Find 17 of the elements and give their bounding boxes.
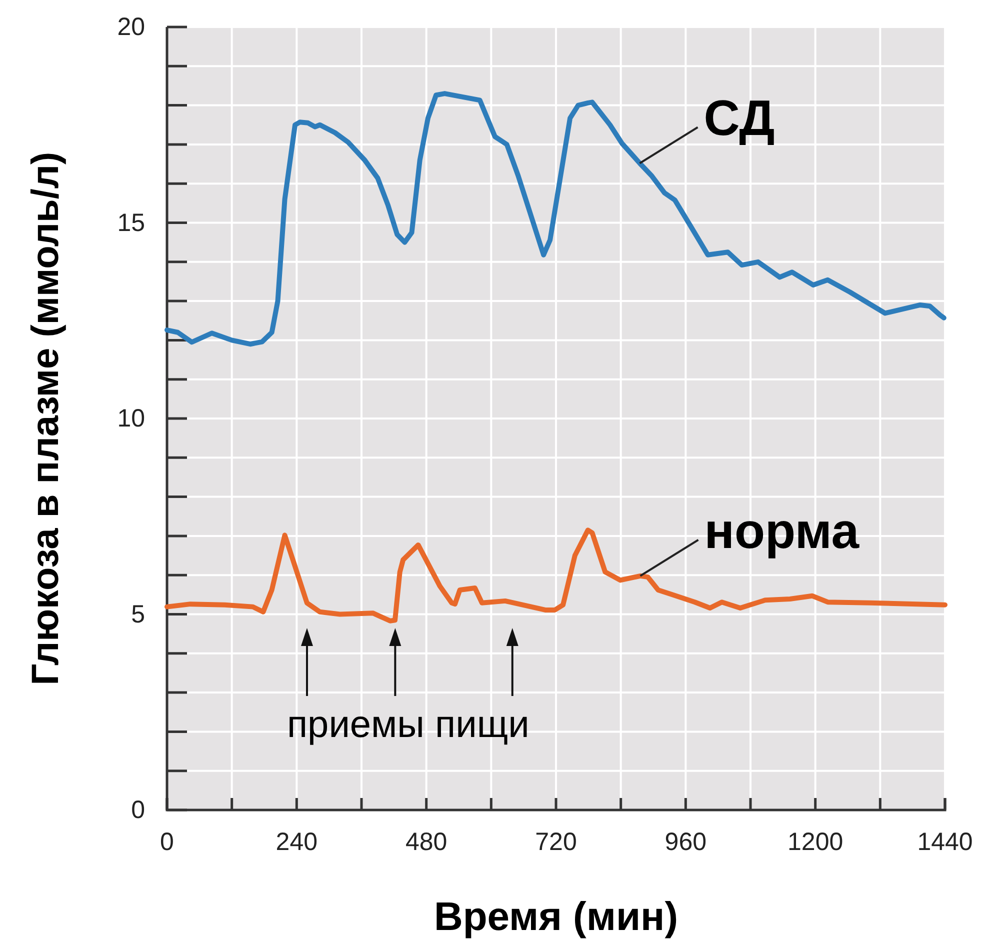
y-tick-label: 15 (117, 208, 145, 237)
x-tick-label: 480 (405, 828, 448, 856)
annotation: приемы пищи (286, 704, 530, 746)
series-label: норма (704, 502, 860, 559)
x-tick-label: 960 (664, 828, 707, 856)
y-tick-label: 10 (117, 404, 145, 432)
y-tick-label: 0 (131, 796, 145, 824)
x-tick-label: 720 (535, 828, 577, 856)
y-tick-label: 5 (131, 600, 145, 628)
x-tick-label: 1200 (788, 828, 844, 856)
y-tick-label: 20 (117, 13, 145, 41)
x-axis-title: Время (мин) (434, 895, 678, 939)
x-tick-label: 240 (276, 828, 318, 856)
series-label: СД (704, 90, 775, 146)
y-axis-title: Глюкоза в плазме (ммоль/л) (25, 152, 67, 686)
x-tick-label: 0 (160, 828, 174, 856)
x-tick-label: 1440 (917, 828, 973, 856)
